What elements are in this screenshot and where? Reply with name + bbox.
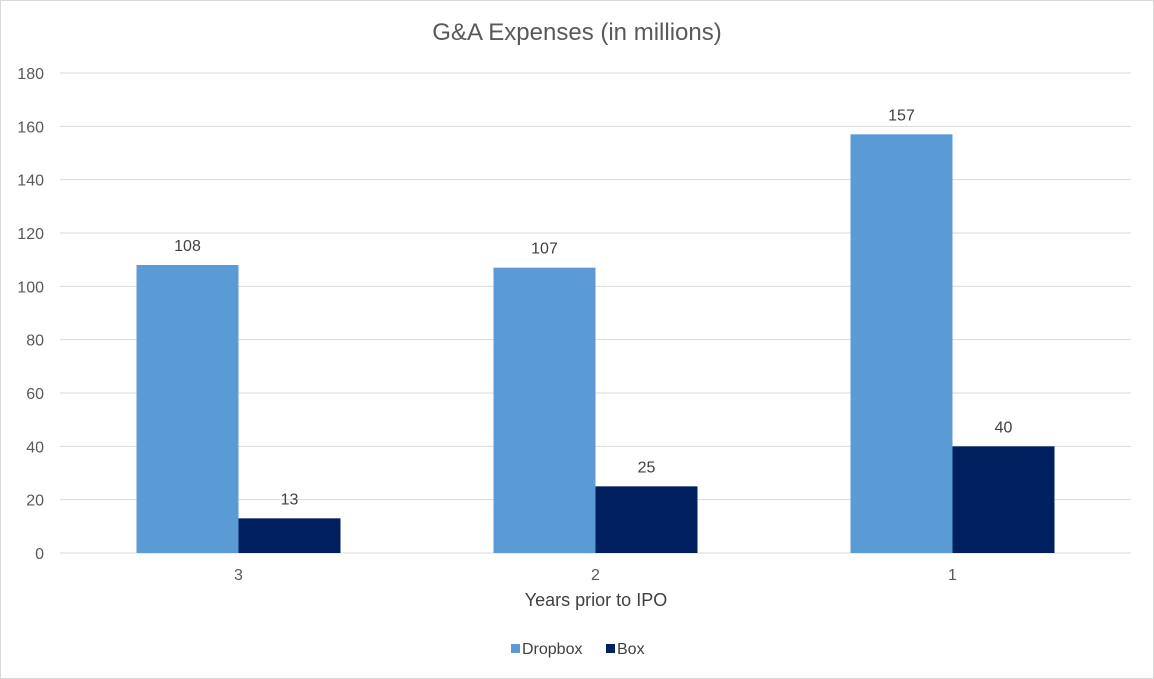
data-label: 108 [174, 238, 201, 255]
y-tick-label: 20 [26, 493, 44, 510]
bar-dropbox-2 [493, 267, 596, 553]
legend: Dropbox Box [511, 641, 645, 658]
bar-box-1 [952, 446, 1055, 553]
y-tick-label: 120 [17, 226, 44, 243]
y-tick-label: 100 [17, 279, 44, 296]
chart-title: G&A Expenses (in millions) [432, 19, 721, 46]
bar-box-3 [238, 518, 341, 553]
data-label: 13 [281, 491, 299, 508]
data-label: 40 [995, 419, 1013, 436]
bar-dropbox-1 [850, 134, 953, 554]
y-axis-ticks: 0 20 40 60 80 100 120 140 160 180 [17, 66, 44, 563]
y-tick-label: 60 [26, 386, 44, 403]
x-tick-label: 1 [948, 567, 957, 584]
data-labels: 108 13 107 25 157 40 [174, 107, 1012, 508]
y-tick-label: 40 [26, 439, 44, 456]
y-tick-label: 160 [17, 119, 44, 136]
bar-box-2 [595, 486, 698, 553]
y-tick-label: 180 [17, 66, 44, 83]
bars [136, 134, 1055, 554]
data-label: 107 [531, 241, 558, 258]
x-tick-label: 2 [591, 567, 600, 584]
y-tick-label: 80 [26, 333, 44, 350]
x-axis-ticks: 3 2 1 [234, 567, 957, 584]
y-tick-label: 0 [35, 546, 44, 563]
y-tick-label: 140 [17, 173, 44, 190]
x-axis-label: Years prior to IPO [525, 590, 667, 610]
legend-swatch-dropbox [511, 644, 520, 653]
data-label: 25 [638, 459, 656, 476]
data-label: 157 [888, 107, 915, 124]
x-tick-label: 3 [234, 567, 243, 584]
legend-label: Dropbox [522, 641, 582, 658]
legend-swatch-box [606, 644, 615, 653]
legend-label: Box [617, 641, 645, 658]
bar-dropbox-3 [136, 265, 239, 553]
